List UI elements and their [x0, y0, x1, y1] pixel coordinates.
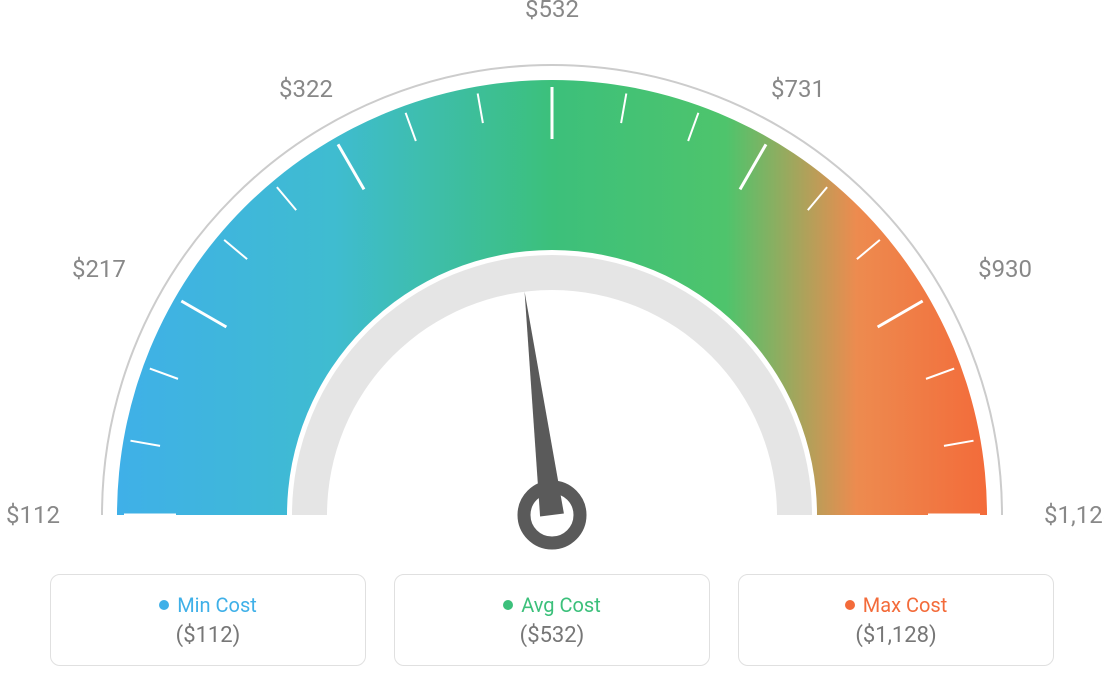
legend-title: Min Cost	[177, 593, 257, 617]
legend-value: ($112)	[176, 623, 241, 648]
legend-row: Min Cost ($112) Avg Cost ($532) Max Cost ($1,…	[50, 574, 1054, 666]
legend-dot-icon	[503, 600, 513, 610]
cost-gauge: $112$217$322$532$731$930$1,128	[37, 25, 1067, 565]
legend-value: ($532)	[520, 623, 585, 648]
legend-title-row: Min Cost	[159, 593, 257, 617]
legend-dot-icon	[159, 600, 169, 610]
gauge-tick-label: $322	[279, 75, 333, 103]
legend-card: Min Cost ($112)	[50, 574, 366, 666]
gauge-tick-label: $217	[72, 255, 126, 283]
legend-dot-icon	[845, 600, 855, 610]
gauge-tick-label: $930	[978, 255, 1032, 283]
legend-card: Max Cost ($1,128)	[738, 574, 1054, 666]
gauge-svg	[37, 25, 1067, 565]
gauge-tick-label: $532	[525, 0, 579, 23]
legend-title-row: Max Cost	[845, 593, 948, 617]
legend-card: Avg Cost ($532)	[394, 574, 710, 666]
legend-title: Avg Cost	[521, 593, 601, 617]
legend-title: Max Cost	[863, 593, 948, 617]
legend-title-row: Avg Cost	[503, 593, 601, 617]
gauge-tick-label: $731	[771, 75, 825, 103]
legend-value: ($1,128)	[855, 623, 936, 648]
gauge-tick-label: $1,128	[1044, 501, 1104, 529]
gauge-tick-label: $112	[6, 501, 60, 529]
